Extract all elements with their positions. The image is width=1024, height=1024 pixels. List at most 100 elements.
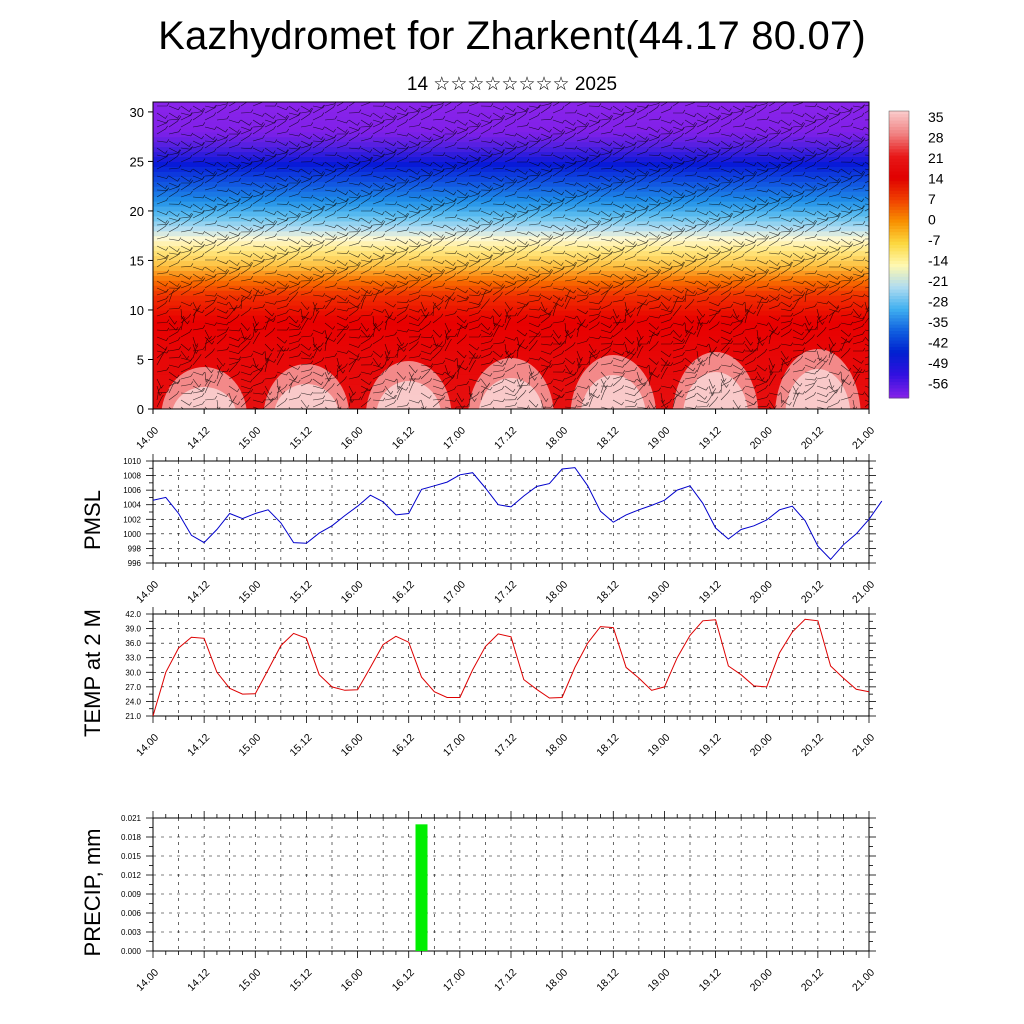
colorbar-label: 35 [928,109,944,125]
precip-ytick-label: 0.018 [121,833,142,842]
colorbar-label: 28 [928,130,944,146]
colorbar-swatch [889,289,909,294]
heatmap-xtick-label: 18.00 [543,425,570,452]
colorbar-swatch [889,334,909,338]
pmsl-ytick-label: 1002 [123,515,141,524]
colorbar-swatch [889,225,909,230]
colorbar-swatch [889,331,909,335]
colorbar-swatch [889,149,909,153]
colorbar-swatch [889,146,909,150]
precip-ytick-label: 0.015 [121,852,142,861]
colorbar-swatch [889,315,909,319]
colorbar-swatch [889,238,909,243]
heatmap-xtick-label: 14.12 [185,425,212,452]
colorbar-label: -56 [928,376,948,392]
pmsl-xtick-label: 18.00 [543,579,570,606]
heatmap-ytick-label: 30 [130,105,144,120]
precip-xtick-label: 14.12 [185,967,212,994]
pmsl-xtick-label: 14.00 [134,579,161,606]
colorbar-swatch [889,168,909,173]
precip-xtick-label: 20.00 [748,967,775,994]
colorbar-label: 14 [928,171,944,187]
precip-xtick-label: 19.00 [645,967,672,994]
colorbar-swatch [889,197,909,201]
precip-xtick-label: 21.00 [850,967,877,994]
colorbar-swatch [889,260,909,265]
heatmap-xtick-label: 17.12 [492,425,519,452]
precip-grid [153,818,870,951]
temp-xtick-label: 15.00 [236,732,263,759]
precip-xtick-label: 17.12 [492,967,519,994]
heatmap-ytick-label: 10 [130,303,144,318]
colorbar-swatch [889,244,909,249]
heatmap-xtick-label: 19.00 [645,425,672,452]
colorbar-swatch [889,302,909,307]
precip-xtick-label: 14.00 [134,967,161,994]
colorbar-label: -14 [928,253,948,269]
colorbar-swatch [889,359,909,364]
colorbar-swatch [889,324,909,329]
wind-barbs [156,102,869,409]
temp-xtick-label: 14.12 [185,732,212,759]
temp-xtick-label: 15.12 [287,732,314,759]
colorbar-swatch [889,235,909,240]
colorbar-swatch [889,327,909,332]
colorbar-swatch [889,375,909,380]
precip-xtick-label: 18.00 [543,967,570,994]
colorbar-swatch [889,286,909,291]
colorbar-label: -7 [928,232,941,248]
precip-panel: 0.000 0.003 0.006 0.009 0.012 0.015 0.018 0.021… [80,811,877,994]
colorbar-swatch [889,133,909,138]
temp-ytick-label: 33.0 [125,654,141,663]
colorbar-swatch [889,162,909,166]
colorbar-swatch [889,216,909,220]
temp-ylabel: TEMP at 2 M [80,609,105,737]
colorbar-swatch [889,165,909,169]
precip-xtick-label: 15.00 [236,967,263,994]
colorbar-swatch [889,311,909,316]
colorbar-swatch [889,181,909,185]
precip-xtick-label: 16.12 [390,967,417,994]
colorbar-swatch [889,187,909,192]
colorbar-swatch [889,299,909,303]
colorbar-swatch [889,228,909,233]
pmsl-series-line [152,467,883,561]
heatmap-ytick-label: 15 [130,253,144,268]
precip-xtick-label: 16.00 [339,967,366,994]
colorbar-swatch [889,139,909,144]
temp-xtick-label: 20.12 [799,732,826,759]
pmsl-xtick-label: 15.12 [287,579,314,606]
colorbar-label: -35 [928,314,948,330]
pmsl-xtick-label: 19.00 [645,579,672,606]
colorbar-swatch [889,251,909,255]
colorbar-swatch [889,155,909,160]
colorbar-swatch [889,350,909,354]
pmsl-xtick-label: 15.00 [236,579,263,606]
heatmap-xtick-label: 14.00 [134,425,161,452]
colorbar-label: -49 [928,355,948,371]
temp-ytick-label: 24.0 [125,697,141,706]
pmsl-xtick-label: 17.00 [441,579,468,606]
chart-title: Kazhydromet for Zharkent(44.17 80.07) [158,14,866,58]
pmsl-xtick-label: 16.12 [390,579,417,606]
colorbar-swatch [889,362,909,367]
pmsl-xtick-label: 20.00 [748,579,775,606]
heatmap-ytick-label: 0 [137,402,144,417]
pmsl-ytick-label: 1008 [123,472,141,481]
colorbar-swatch [889,232,909,236]
precip-ytick-label: 0.012 [121,871,142,880]
colorbar-swatch [889,171,909,176]
temp-xtick-label: 19.00 [645,732,672,759]
temperature-cross-section: 0 5 10 15 20 25 30 14.00 14.12 15.00 15.12 16.00 16.… [130,101,877,452]
colorbar-label: -42 [928,335,948,351]
heatmap-xtick-label: 20.12 [799,425,826,452]
colorbar-swatch [889,200,909,204]
colorbar-swatch [889,280,909,284]
pmsl-ylabel: PMSL [80,490,105,550]
temp-xtick-label: 17.00 [441,732,468,759]
colorbar-label: -28 [928,294,948,310]
pmsl-xtick-label: 21.00 [850,579,877,606]
precip-ytick-label: 0.003 [121,928,142,937]
heatmap-xtick-label: 20.00 [748,425,775,452]
